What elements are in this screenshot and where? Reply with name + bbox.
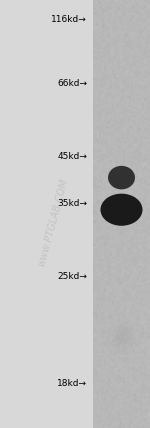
- Text: 45kd→: 45kd→: [57, 152, 87, 161]
- Ellipse shape: [100, 193, 142, 226]
- Bar: [93, 0, 150, 428]
- Text: 25kd→: 25kd→: [57, 271, 87, 281]
- Ellipse shape: [108, 166, 135, 190]
- Text: 66kd→: 66kd→: [57, 79, 87, 88]
- Text: 35kd→: 35kd→: [57, 199, 87, 208]
- Text: 116kd→: 116kd→: [51, 15, 87, 24]
- Text: 18kd→: 18kd→: [57, 378, 87, 388]
- Text: www.PTGLAB.COM: www.PTGLAB.COM: [36, 178, 69, 268]
